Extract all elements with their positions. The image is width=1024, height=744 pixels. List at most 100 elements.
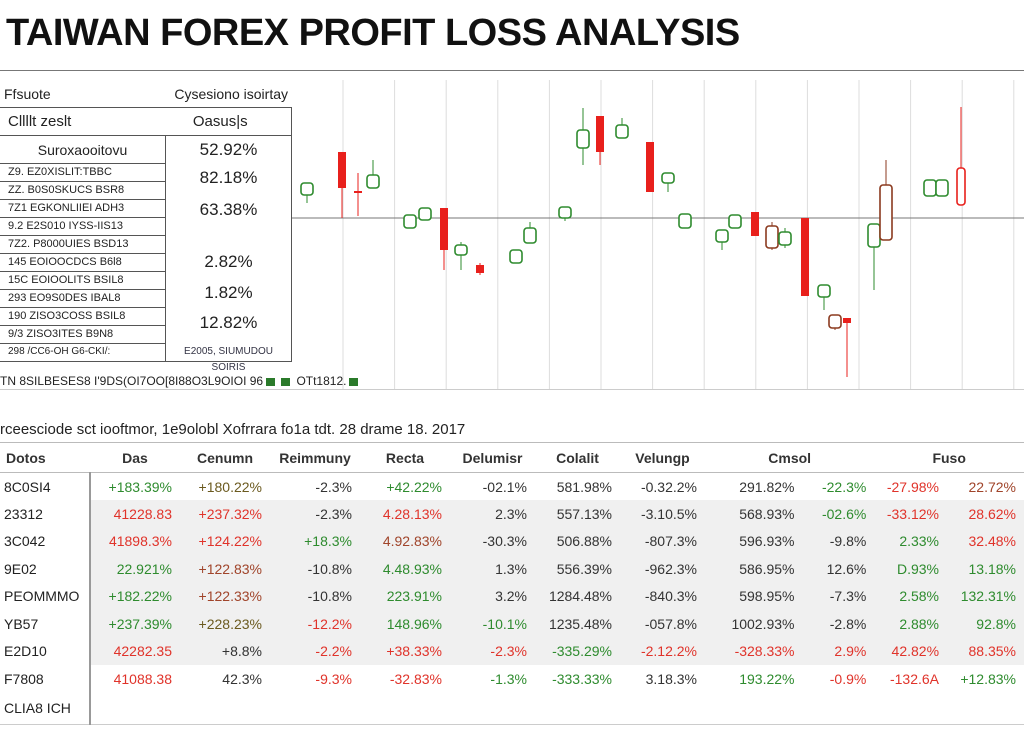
- candle: [751, 212, 759, 236]
- table-cell: 3.18.3%: [645, 670, 697, 687]
- candle: [576, 108, 590, 165]
- summary-foot-left: 298 /СC6-OH G6-CKI/:: [0, 344, 166, 361]
- summary-table: Ffsuote Cysesiono isoirtay Cllllt zeslt …: [0, 80, 292, 373]
- legend-green-icon: [349, 377, 359, 386]
- summary-row-label: 9.2 E2S010 IYSS-IIS13: [0, 218, 165, 236]
- table-cell: -2.3%: [450, 637, 535, 665]
- summary-row-label: Z9. EZ0XISLIT:TBBC: [0, 164, 165, 182]
- table-cell: +182.22%: [90, 582, 180, 610]
- candle: [440, 208, 448, 270]
- summary-top-left: Ffsuote: [4, 85, 51, 102]
- candle: [843, 318, 851, 377]
- summary-row-label: 190 ZISO3COSS BSIL8: [0, 308, 165, 326]
- table-cell: 88.35%: [947, 637, 1024, 665]
- table-cell: +228.23%: [180, 610, 270, 638]
- summary-header-right: Oasus|s: [192, 113, 248, 130]
- table-cell: -333.33%: [552, 670, 612, 687]
- summary-row-label: 9/3 ZISO3ITES B9N8: [0, 326, 165, 344]
- candle-body: [418, 207, 432, 221]
- table-cell: 557.13%: [535, 500, 620, 528]
- candle: [765, 222, 779, 250]
- candlestick-chart: [292, 80, 1024, 390]
- candle-body: [646, 142, 654, 192]
- table-cell: 41228.83: [90, 500, 180, 528]
- candle: [366, 160, 380, 189]
- column-header: Recta: [360, 442, 450, 473]
- candle: [646, 142, 654, 192]
- table-cell: 148.96%: [360, 610, 450, 638]
- column-header: Dotos: [0, 442, 90, 473]
- row-date: 9E02: [0, 555, 91, 583]
- table-cell: -328.33%: [705, 637, 803, 665]
- table-cell: -132.6A: [889, 670, 940, 687]
- table-cell: 2.58%: [874, 582, 948, 610]
- table-cell: 32.48%: [947, 527, 1024, 555]
- candle: [817, 284, 831, 310]
- table-cell: +237.32%: [180, 500, 270, 528]
- table-cell: +38.33%: [360, 637, 450, 665]
- table-cell: -1.3%: [490, 670, 527, 687]
- table-cell: 12.6%: [802, 555, 875, 583]
- column-header: Cmsol: [705, 442, 875, 473]
- summary-value: 82.18%: [199, 168, 258, 187]
- table-cell: +124.22%: [180, 527, 270, 555]
- column-header: Cenumn: [180, 442, 270, 473]
- table-cell: 13.18%: [947, 555, 1024, 583]
- legend-green-icon: [281, 377, 291, 386]
- table-cell: 506.88%: [535, 527, 620, 555]
- summary-row-label: 293 EO9S0DES IBAL8: [0, 290, 165, 308]
- candle-body: [751, 212, 759, 236]
- table-cell: 4.48.93%: [360, 555, 450, 583]
- table-row-footer: CLIA8 ICH: [0, 692, 1024, 725]
- table-cell: +237.39%: [90, 610, 180, 638]
- table-cell: 291.82%: [739, 478, 795, 495]
- table-row: F7808 41088.38 42.3% -9.3% -32.83% -1.3% -333.…: [0, 665, 1024, 693]
- table-cell: 42.82%: [874, 637, 948, 665]
- candle: [661, 172, 675, 192]
- candle-body: [615, 124, 629, 139]
- candle: [715, 229, 729, 250]
- results-table: Dotos Das Cenumn Reimmuny Recta Delumisr Colal…: [0, 442, 1024, 725]
- table-cell: 586.95%: [705, 555, 803, 583]
- candle-body: [523, 227, 537, 244]
- table-cell: 2.88%: [874, 610, 948, 638]
- caption-text-2: OTt1812.: [296, 374, 347, 388]
- table-cell: 581.98%: [556, 478, 612, 495]
- table-cell: -335.29%: [535, 637, 620, 665]
- table-cell: +180.22%: [198, 478, 262, 495]
- summary-value: 63.38%: [199, 200, 258, 219]
- title-divider: [0, 70, 1024, 71]
- table-cell: 1284.48%: [535, 582, 620, 610]
- candle: [879, 160, 893, 241]
- table-row: PEOMMMO +182.22% +122.33% -10.8% 223.91% 3.2%…: [0, 582, 1024, 610]
- table-row: 9E02 22.921% +122.83% -10.8% 4.48.93% 1.3% 556…: [0, 555, 1024, 583]
- table-cell: -0.32.2%: [640, 478, 697, 495]
- candle: [956, 107, 966, 206]
- table-cell: 41088.38: [113, 670, 172, 687]
- candle-body: [596, 116, 604, 152]
- candle: [923, 179, 937, 197]
- row-date: E2D10: [0, 637, 91, 665]
- summary-row-label: 145 EOIOOCDCS B6l8: [0, 254, 165, 272]
- candle-body: [576, 129, 590, 149]
- candle-body: [843, 318, 851, 323]
- table-cell: -30.3%: [450, 527, 535, 555]
- page-title: TAIWAN FOREX PROFIT LOSS ANALYSIS: [6, 12, 740, 54]
- candle-body: [440, 208, 448, 250]
- table-cell: 1.3%: [450, 555, 535, 583]
- candle: [476, 263, 484, 275]
- candle-body: [300, 182, 314, 196]
- candle-body: [715, 229, 729, 243]
- column-header: Delumisr: [450, 442, 535, 473]
- table-cell: 92.8%: [947, 610, 1024, 638]
- candle-body: [558, 206, 572, 219]
- summary-sub-label: Suroxaooitovu: [0, 136, 165, 164]
- candle-body: [678, 213, 692, 229]
- summary-top-right: Cysesiono isoirtay: [174, 85, 288, 102]
- table-cell: -2.3%: [315, 478, 352, 495]
- table-cell: +122.33%: [180, 582, 270, 610]
- table-cell: -02.1%: [482, 478, 527, 495]
- empty-cell: [90, 692, 1024, 725]
- summary-row-label: ZZ. B0S0SKUCS BSR8: [0, 182, 165, 200]
- candle-body: [828, 314, 842, 329]
